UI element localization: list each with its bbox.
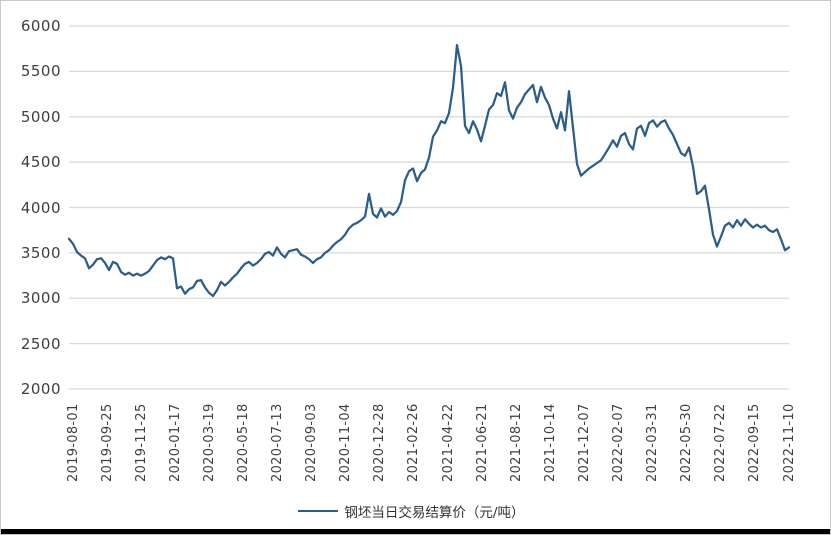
x-axis-tick-label: 2019-08-01: [65, 403, 81, 482]
x-axis-tick-label: 2020-05-18: [235, 403, 251, 482]
x-axis-tick-label: 2020-03-19: [201, 403, 217, 482]
x-axis-tick-label: 2020-07-13: [270, 403, 286, 482]
legend-line-swatch: [297, 510, 338, 512]
x-axis-tick-label: 2020-11-04: [338, 403, 354, 482]
x-axis-tick-label: 2022-03-31: [645, 403, 661, 482]
x-axis-tick-label: 2021-10-14: [542, 403, 558, 482]
y-axis-tick-label: 5000: [20, 107, 61, 126]
y-axis-tick-label: 3000: [20, 289, 61, 308]
x-axis-tick-label: 2021-02-26: [406, 403, 422, 482]
x-axis-tick-label: 2020-01-17: [167, 403, 183, 482]
x-axis-tick-label: 2022-07-22: [713, 403, 729, 482]
x-axis-tick-label: 2021-08-12: [508, 403, 524, 482]
x-axis-tick-label: 2022-09-15: [747, 403, 763, 482]
y-axis-tick-label: 6000: [20, 17, 61, 35]
x-axis-tick-label: 2021-12-07: [576, 403, 592, 482]
y-axis-tick-label: 2000: [20, 380, 61, 398]
x-axis-tick-label: 2020-12-28: [372, 403, 388, 482]
legend-label: 钢坯当日交易结算价（元/吨）: [344, 505, 525, 521]
y-axis-tick-label: 4000: [20, 198, 61, 217]
x-axis-tick-label: 2020-09-03: [304, 403, 320, 482]
y-axis-tick-label: 2500: [20, 334, 61, 353]
bottom-black-bar: [1, 529, 830, 534]
legend: 钢坯当日交易结算价（元/吨）: [297, 501, 524, 521]
x-axis-tick-label: 2021-04-22: [440, 403, 456, 482]
x-axis-tick-label: 2022-02-07: [611, 403, 627, 482]
price-line: [67, 43, 791, 298]
x-axis-tick-label: 2022-05-30: [679, 403, 695, 482]
x-axis-tick-label: 2019-11-25: [133, 403, 149, 482]
x-axis-tick-label: 2021-06-21: [474, 403, 490, 482]
x-axis-tick-label: 2019-09-25: [99, 403, 115, 482]
y-axis-tick-label: 5500: [20, 62, 61, 81]
y-axis-tick-label: 3500: [20, 243, 61, 262]
y-axis-tick-label: 4500: [20, 153, 61, 172]
x-axis-tick-label: 2022-11-10: [781, 403, 797, 482]
